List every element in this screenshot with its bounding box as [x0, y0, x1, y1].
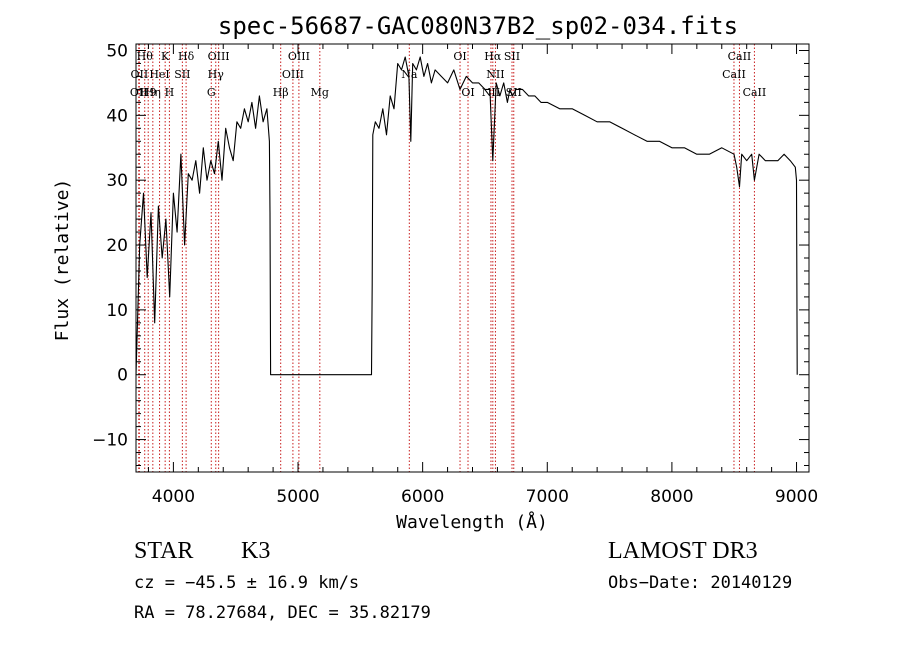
spectral-line-label: H9 [140, 86, 157, 99]
x-tick-label: 4000 [152, 487, 195, 507]
spectral-line-label: K [161, 50, 170, 63]
observation-date: Obs−Date: 20140129 [608, 573, 793, 593]
spectral-line-label: Hη [145, 86, 161, 99]
object-subclass: K3 [241, 538, 271, 564]
spectral-line-label: SII [174, 68, 190, 81]
spectral-line-label: OI [461, 86, 474, 99]
spectral-line-label: Hα [484, 50, 502, 63]
spectral-line-label: Hδ [178, 50, 195, 63]
x-axis-label: Wavelength (Å) [396, 511, 548, 533]
spectral-line-label: OIII [208, 50, 230, 63]
spectral-line-label: OI [453, 50, 466, 63]
axis-tick-labels: 4000 5000 6000 7000 8000 9000 −10 0 10 20 30 40 50 [92, 41, 818, 507]
chart-title: spec-56687-GAC080N37B2_sp02-034.fits [218, 12, 738, 40]
y-tick-label: 10 [106, 301, 128, 321]
y-tick-label: 50 [106, 41, 128, 61]
sky-coordinates: RA = 78.27684, DEC = 35.82179 [134, 603, 431, 623]
x-tick-label: 8000 [650, 487, 693, 507]
spectral-line-label: Na [401, 68, 418, 81]
axis-ticks [136, 44, 809, 472]
y-tick-label: −10 [92, 431, 128, 451]
x-tick-label: 5000 [276, 487, 319, 507]
spectral-line-label: Hγ [208, 68, 225, 81]
spectral-line-label: OII [131, 68, 149, 81]
plot-frame [135, 43, 810, 473]
spectrum-line-0 [135, 56, 798, 376]
spectral-line-label: G [207, 86, 216, 99]
y-tick-label: 40 [106, 106, 128, 126]
spectral-line-label: H [165, 86, 175, 99]
y-axis-label: Flux (relative) [52, 179, 73, 342]
spectral-line-label: Hθ [137, 50, 154, 63]
spectral-line-label: CaII [722, 68, 746, 81]
spectral-line-label: OIII [282, 68, 304, 81]
spectral-line-label: OIII [288, 50, 310, 63]
survey-name: LAMOST DR3 [608, 538, 758, 564]
spectral-line-label: SII [504, 50, 520, 63]
redshift-velocity: cz = −45.5 ± 16.9 km/s [134, 573, 360, 593]
x-tick-label: 9000 [775, 487, 818, 507]
x-tick-label: 6000 [401, 487, 444, 507]
x-tick-label: 7000 [526, 487, 569, 507]
spectral-line-label: Hβ [273, 86, 289, 99]
y-tick-label: 0 [117, 366, 128, 386]
y-tick-label: 30 [106, 171, 128, 191]
spectral-line-label: OII [130, 86, 148, 99]
spectral-line-label: NII [486, 68, 504, 81]
spectral-line-label: Mg [311, 86, 329, 99]
spectral-line-label: CaII [728, 50, 752, 63]
y-tick-label: 20 [106, 236, 128, 256]
spectral-line-markers [138, 44, 755, 472]
spectral-line-label: CaII [743, 86, 767, 99]
spectrum-series [135, 56, 798, 376]
object-class: STAR [134, 538, 194, 564]
spectral-line-label: HeI [149, 68, 169, 81]
